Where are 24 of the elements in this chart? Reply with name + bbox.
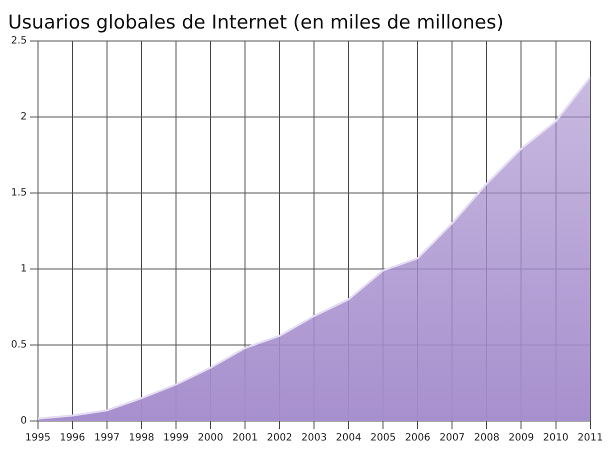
y-tick-label: 2.5 bbox=[10, 35, 27, 46]
y-tick-label: 0 bbox=[20, 416, 27, 427]
chart-title: Usuarios globales de Internet (en miles de millones) bbox=[8, 11, 504, 34]
x-tick-label: 1996 bbox=[60, 432, 86, 444]
x-tick-label: 2011 bbox=[578, 432, 603, 444]
x-tick-label: 1999 bbox=[163, 432, 189, 444]
x-tick-label: 2006 bbox=[404, 432, 430, 444]
x-tick-label: 2001 bbox=[232, 432, 258, 444]
x-tick-label: 2007 bbox=[439, 432, 465, 444]
y-tick-label: 1 bbox=[20, 264, 27, 275]
x-tick-label: 2008 bbox=[474, 432, 500, 444]
x-tick-label: 1995 bbox=[25, 432, 51, 444]
x-tick-label: 2009 bbox=[508, 432, 534, 444]
x-tick-label: 2004 bbox=[336, 432, 362, 444]
x-tick-label: 1997 bbox=[94, 432, 120, 444]
x-tick-label: 2003 bbox=[301, 432, 327, 444]
x-tick-label: 2005 bbox=[370, 432, 396, 444]
x-tick-label: 2002 bbox=[266, 432, 292, 444]
x-tick-label: 1998 bbox=[128, 432, 154, 444]
y-tick-label: 1.5 bbox=[10, 187, 27, 198]
x-tick-label: 2010 bbox=[543, 432, 568, 444]
x-tick-label: 2000 bbox=[198, 432, 224, 444]
y-tick-label: 0.5 bbox=[10, 340, 27, 351]
y-tick-label: 2 bbox=[20, 111, 27, 122]
